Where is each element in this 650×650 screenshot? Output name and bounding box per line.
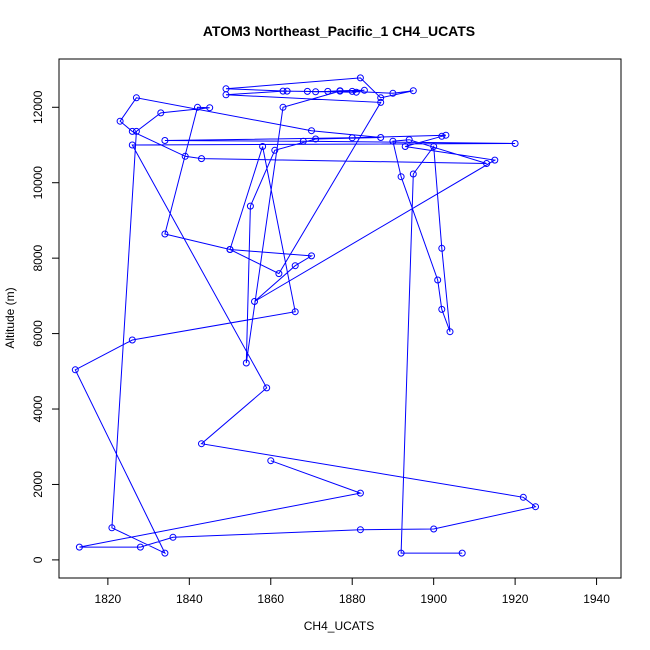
data-point <box>377 94 385 102</box>
data-point <box>222 91 230 99</box>
x-axis-label: CH4_UCATS <box>304 619 374 633</box>
plot-frame <box>58 58 622 579</box>
data-point <box>352 88 360 96</box>
data-point <box>356 74 364 82</box>
x-tick-label: 1880 <box>339 592 366 606</box>
data-point <box>132 94 140 102</box>
data-point <box>246 202 254 210</box>
data-point <box>279 103 287 111</box>
data-point <box>116 117 124 125</box>
data-point <box>356 526 364 534</box>
data-point <box>458 549 466 557</box>
data-point <box>360 86 368 94</box>
data-point <box>75 543 83 551</box>
data-point <box>299 137 307 145</box>
data-point <box>434 276 442 284</box>
data-point <box>226 246 234 253</box>
chart-title: ATOM3 Northeast_Pacific_1 CH4_UCATS <box>203 23 475 39</box>
y-tick-label: 0 <box>31 556 45 563</box>
data-point <box>259 143 267 150</box>
data-point <box>283 87 291 95</box>
data-point <box>108 524 116 532</box>
data-point <box>128 127 136 135</box>
y-tick-label: 2000 <box>31 471 45 498</box>
data-point <box>275 270 283 278</box>
y-axis-label: Altitude (m) <box>3 287 17 348</box>
data-point <box>405 136 413 144</box>
data-point <box>312 135 320 143</box>
data-point <box>206 104 214 112</box>
x-tick-label: 1860 <box>257 592 284 606</box>
data-point <box>483 160 491 167</box>
y-axis: 0 2000 4000 6000 8000 10000 12000 <box>31 90 59 563</box>
data-point <box>491 156 499 164</box>
data-point <box>308 127 315 135</box>
data-point <box>271 146 279 154</box>
data-point <box>242 359 250 367</box>
data-point <box>161 230 169 238</box>
series-layer <box>71 74 539 557</box>
data-point <box>267 457 275 465</box>
data-point <box>348 134 356 142</box>
data-point <box>291 308 299 316</box>
data-point <box>71 366 79 374</box>
data-point <box>128 141 136 149</box>
data-point <box>291 262 299 270</box>
data-point <box>401 143 409 150</box>
y-tick-label: 6000 <box>31 320 45 347</box>
data-point <box>263 384 271 392</box>
data-point <box>377 98 385 106</box>
data-point <box>198 155 205 163</box>
x-tick-label: 1840 <box>176 592 203 606</box>
data-point <box>251 298 258 305</box>
y-tick-label: 4000 <box>31 395 45 422</box>
data-point <box>132 127 140 135</box>
data-point <box>169 533 177 541</box>
data-point <box>308 252 315 260</box>
data-point <box>430 525 438 533</box>
data-point <box>397 173 405 181</box>
data-point <box>356 489 364 497</box>
data-point <box>430 143 438 150</box>
data-point <box>136 543 144 551</box>
x-tick-label: 1940 <box>583 592 610 606</box>
series-line <box>74 77 537 555</box>
data-point <box>324 87 332 95</box>
data-point <box>389 137 397 145</box>
y-tick-label: 8000 <box>31 244 45 271</box>
data-point <box>397 549 405 557</box>
x-tick-label: 1920 <box>502 592 529 606</box>
data-point <box>128 336 136 344</box>
data-point <box>438 244 446 252</box>
data-point <box>532 503 539 511</box>
data-point <box>511 140 519 147</box>
data-point <box>377 134 385 141</box>
data-point <box>446 328 454 336</box>
data-point <box>181 152 189 160</box>
data-point <box>157 109 165 117</box>
data-point <box>409 87 417 95</box>
data-point <box>161 137 169 144</box>
data-point <box>348 87 356 95</box>
data-point <box>194 103 201 111</box>
data-point <box>442 131 450 139</box>
x-tick-label: 1900 <box>420 592 447 606</box>
data-point <box>161 549 169 557</box>
data-point <box>519 493 527 501</box>
y-tick-label: 10000 <box>31 166 45 200</box>
data-point <box>312 88 320 96</box>
data-point <box>409 170 417 178</box>
y-tick-label: 12000 <box>31 90 45 124</box>
x-axis: 1820 1840 1860 1880 1900 1920 1940 <box>95 578 610 606</box>
data-point <box>198 440 205 448</box>
x-tick-label: 1820 <box>95 592 122 606</box>
data-point <box>389 89 397 97</box>
data-point <box>303 87 311 95</box>
data-point <box>438 132 446 140</box>
data-point <box>336 87 344 95</box>
data-point <box>279 87 287 95</box>
data-point <box>438 305 446 313</box>
